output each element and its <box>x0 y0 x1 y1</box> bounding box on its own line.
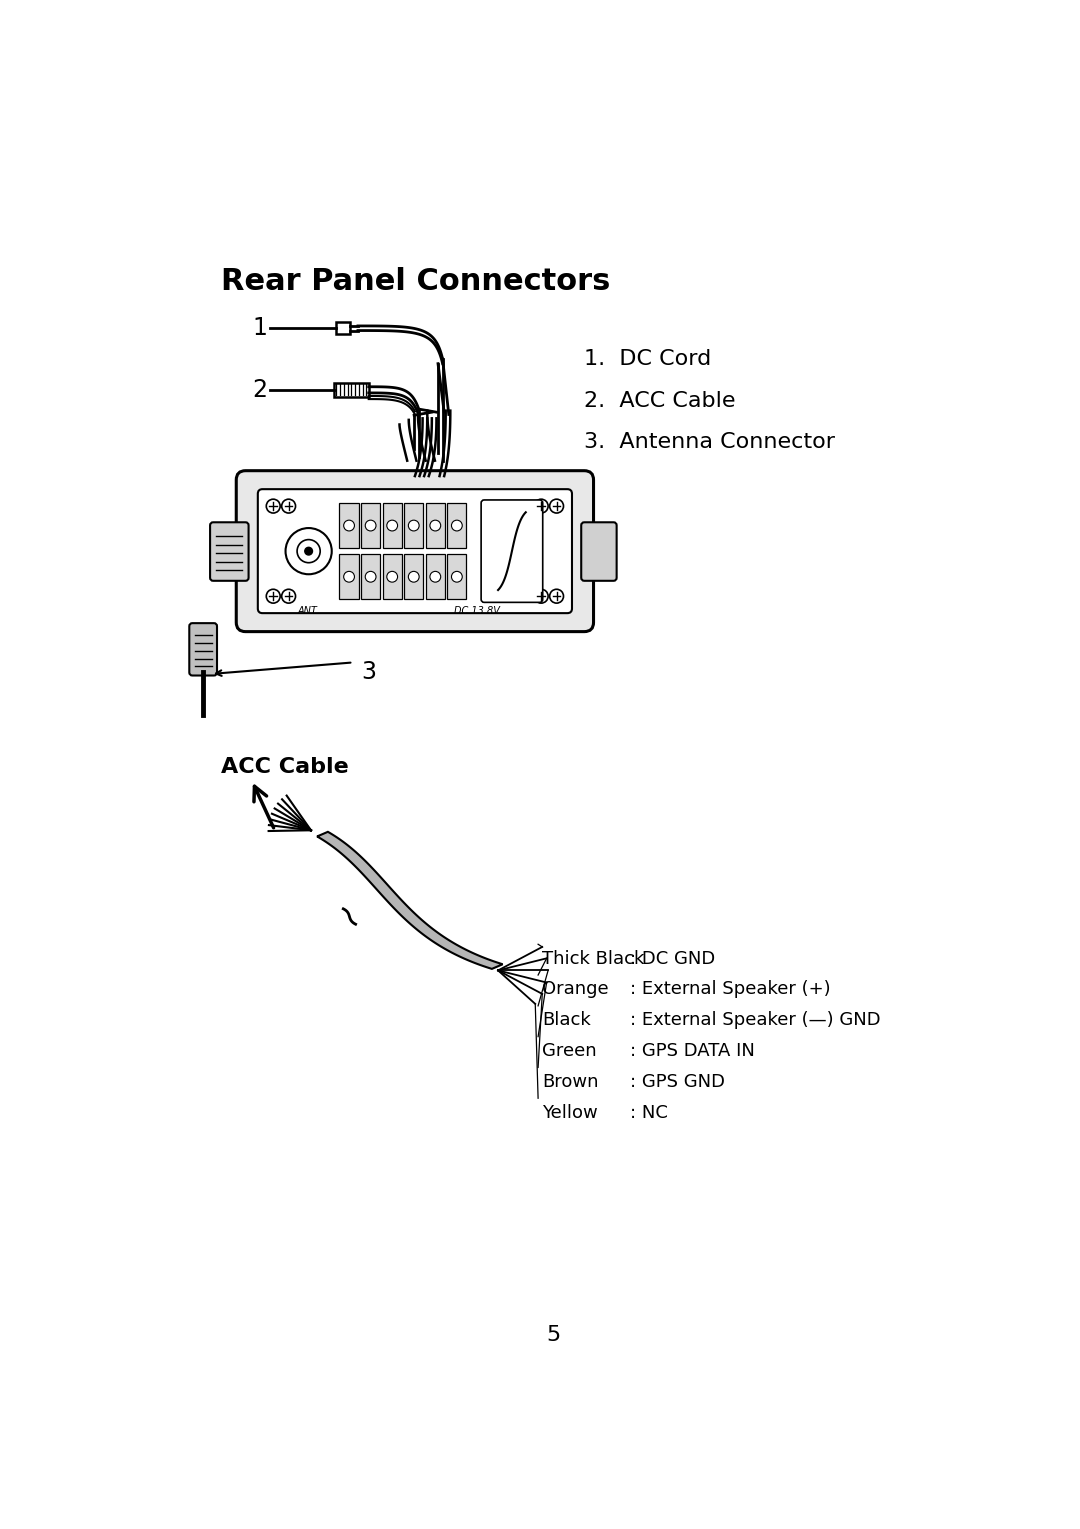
FancyBboxPatch shape <box>189 624 217 676</box>
Circle shape <box>408 572 419 583</box>
Circle shape <box>285 528 332 575</box>
FancyBboxPatch shape <box>237 471 594 631</box>
Bar <box>361 553 380 599</box>
Circle shape <box>535 498 549 514</box>
Circle shape <box>365 520 376 531</box>
Circle shape <box>550 589 564 602</box>
Circle shape <box>297 540 320 563</box>
Circle shape <box>387 520 397 531</box>
Circle shape <box>305 547 312 555</box>
Text: Brown: Brown <box>542 1073 598 1090</box>
Bar <box>447 553 467 599</box>
Text: : GPS GND: : GPS GND <box>631 1073 726 1090</box>
FancyBboxPatch shape <box>581 523 617 581</box>
Bar <box>447 503 467 547</box>
Circle shape <box>343 520 354 531</box>
Circle shape <box>343 572 354 583</box>
Text: 2: 2 <box>252 378 267 402</box>
Bar <box>339 553 359 599</box>
Bar <box>339 503 359 547</box>
Circle shape <box>387 572 397 583</box>
Text: : GPS DATA IN: : GPS DATA IN <box>631 1043 755 1060</box>
Circle shape <box>365 572 376 583</box>
FancyBboxPatch shape <box>211 523 248 581</box>
Bar <box>426 503 445 547</box>
FancyBboxPatch shape <box>481 500 543 602</box>
Text: Orange: Orange <box>542 980 608 998</box>
Circle shape <box>550 498 564 514</box>
Bar <box>426 553 445 599</box>
Polygon shape <box>318 832 502 969</box>
Bar <box>382 553 402 599</box>
Text: Thick Black: Thick Black <box>542 950 645 968</box>
Bar <box>361 503 380 547</box>
Text: 1: 1 <box>253 317 267 341</box>
Text: Yellow: Yellow <box>542 1104 597 1122</box>
Text: ANT: ANT <box>297 605 318 616</box>
Bar <box>404 553 423 599</box>
Circle shape <box>451 572 462 583</box>
Text: Black: Black <box>542 1011 591 1029</box>
Bar <box>334 382 368 396</box>
Text: DC 13.8V: DC 13.8V <box>454 605 499 616</box>
Circle shape <box>282 589 296 602</box>
Text: 5: 5 <box>546 1324 561 1344</box>
Bar <box>336 323 350 335</box>
Circle shape <box>267 589 280 602</box>
Text: 2.  ACC Cable: 2. ACC Cable <box>584 390 735 411</box>
Text: : External Speaker (—) GND: : External Speaker (—) GND <box>631 1011 881 1029</box>
Text: : DC GND: : DC GND <box>631 950 716 968</box>
Text: Green: Green <box>542 1043 596 1060</box>
Text: 3.  Antenna Connector: 3. Antenna Connector <box>584 433 835 453</box>
FancyBboxPatch shape <box>258 489 572 613</box>
Text: : External Speaker (+): : External Speaker (+) <box>631 980 832 998</box>
Circle shape <box>282 498 296 514</box>
Text: 1.  DC Cord: 1. DC Cord <box>584 349 712 368</box>
Text: : NC: : NC <box>631 1104 669 1122</box>
Text: 3: 3 <box>361 661 376 685</box>
Circle shape <box>267 498 280 514</box>
Bar <box>404 503 423 547</box>
Text: Rear Panel Connectors: Rear Panel Connectors <box>220 266 610 295</box>
Text: ACC Cable: ACC Cable <box>220 757 349 777</box>
Bar <box>382 503 402 547</box>
Circle shape <box>430 572 441 583</box>
Circle shape <box>451 520 462 531</box>
Circle shape <box>408 520 419 531</box>
Circle shape <box>535 589 549 602</box>
Circle shape <box>430 520 441 531</box>
